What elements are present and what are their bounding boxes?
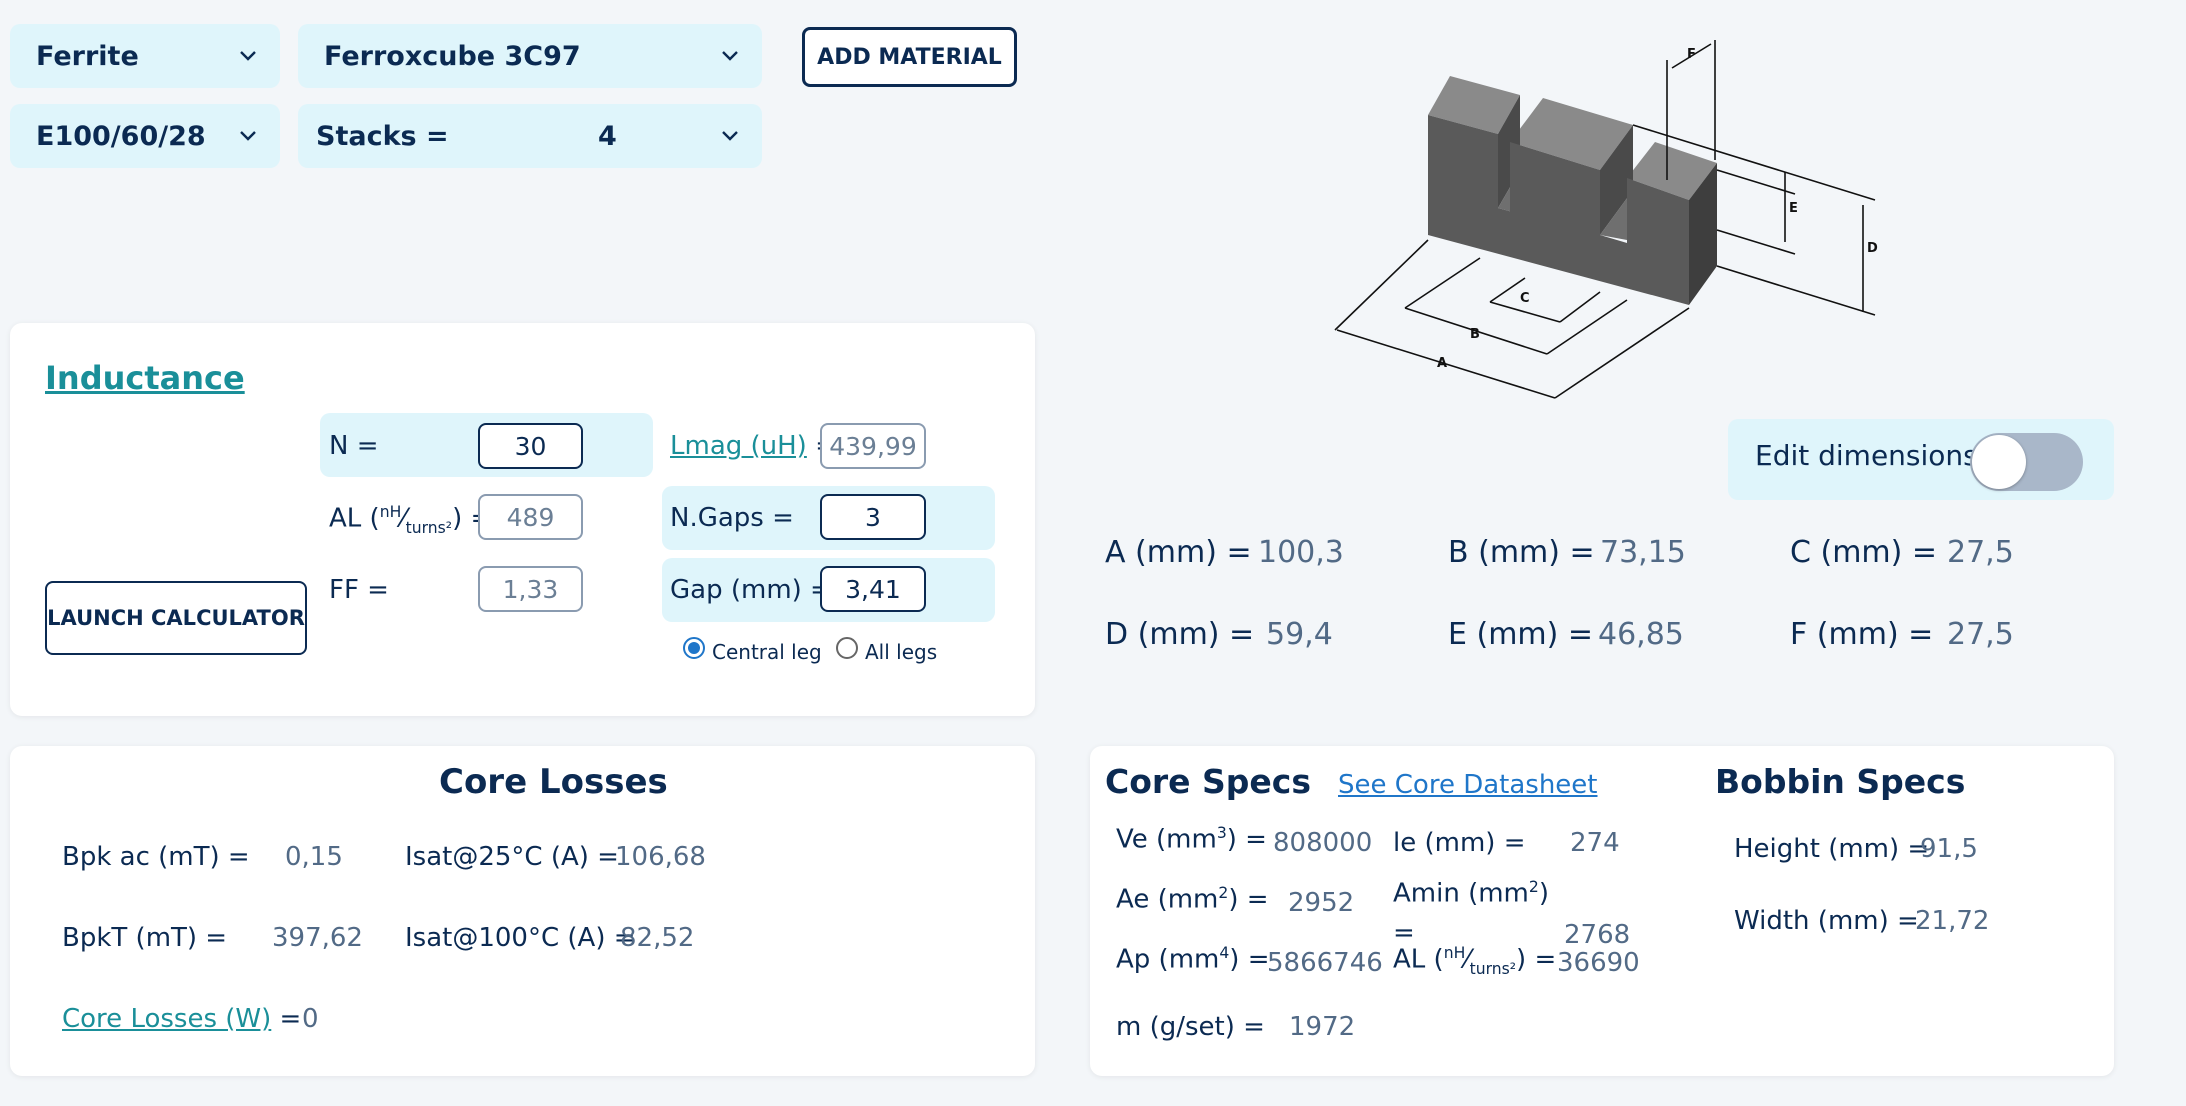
bpk-ac-value: 0,15 <box>285 842 343 872</box>
bobbin-specs-title: Bobbin Specs <box>1715 762 1966 801</box>
core-losses-title: Core Losses <box>439 762 668 802</box>
isat100-label: Isat@100°C (A) = <box>405 923 636 953</box>
bobbin-height-value: 91,5 <box>1920 834 1978 864</box>
launch-calculator-button[interactable]: LAUNCH CALCULATOR <box>45 581 307 655</box>
ve-value: 808000 <box>1273 828 1373 858</box>
e-core-shape <box>1428 76 1717 305</box>
isat25-value: 106,68 <box>615 842 706 872</box>
core-specs-title: Core Specs <box>1105 762 1312 801</box>
ae-value: 2952 <box>1288 888 1355 918</box>
isat100-value: 82,52 <box>620 923 695 953</box>
diagram-label-a: A <box>1437 356 1447 371</box>
material-type-select[interactable]: Ferrite <box>10 24 280 88</box>
ap-value: 5866746 <box>1267 948 1383 978</box>
shape-select[interactable]: E100/60/28 <box>10 104 280 168</box>
specs-card: Core Specs See Core Datasheet Ve (mm3) =… <box>1090 746 2114 1076</box>
dim-a-label: A (mm) = <box>1105 535 1252 570</box>
ff-input[interactable]: 1,33 <box>478 566 583 612</box>
m-value: 1972 <box>1289 1012 1356 1042</box>
all-legs-radio[interactable] <box>836 637 858 659</box>
e-core-diagram: A B C D E F <box>1334 40 1878 399</box>
diagram-label-e: E <box>1789 201 1798 216</box>
ngaps-input[interactable]: 3 <box>820 494 926 540</box>
edit-dimensions-toggle[interactable] <box>1970 433 2083 491</box>
lmag-output: 439,99 <box>820 423 926 469</box>
lmag-label: Lmag (uH) = <box>670 431 837 461</box>
edit-dimensions-label: Edit dimensions <box>1755 439 1978 472</box>
core-al-label: AL (nH⁄turns²) = <box>1393 944 1557 978</box>
dim-c-value: 27,5 <box>1947 535 2014 570</box>
central-leg-label: Central leg <box>712 640 822 664</box>
dimension-lines <box>1334 40 1876 399</box>
shape-value: E100/60/28 <box>36 120 206 152</box>
chevron-down-icon <box>240 51 256 61</box>
inductance-title-link[interactable]: Inductance <box>45 359 245 397</box>
dim-f-value: 27,5 <box>1947 617 2014 652</box>
dimension-labels: A B C D E F <box>1437 47 1878 371</box>
bpk-ac-label: Bpk ac (mT) = <box>62 842 250 872</box>
dim-e-value: 46,85 <box>1598 617 1684 652</box>
dim-d-value: 59,4 <box>1266 617 1333 652</box>
inductance-card: Inductance N = 30 AL (nH⁄turns²) = 489 F… <box>10 323 1035 716</box>
diagram-label-d: D <box>1867 241 1878 256</box>
all-legs-label: All legs <box>865 640 938 664</box>
ngaps-label: N.Gaps = <box>670 503 794 533</box>
dim-f-label: F (mm) = <box>1790 617 1934 652</box>
bobbin-height-label: Height (mm) = <box>1734 834 1930 864</box>
core-losses-link[interactable]: Core Losses (W) <box>62 1004 272 1034</box>
le-label: le (mm) = <box>1393 828 1526 858</box>
al-label: AL (nH⁄turns²) = <box>329 503 493 537</box>
edit-dimensions-panel: Edit dimensions <box>1728 419 2114 500</box>
amin-value: 2768 <box>1564 920 1631 950</box>
ae-label: Ae (mm2) = <box>1116 884 1269 915</box>
stacks-value: 4 <box>598 120 617 152</box>
gap-input[interactable]: 3,41 <box>820 566 926 612</box>
dim-b-value: 73,15 <box>1600 535 1686 570</box>
bobbin-width-label: Width (mm) = <box>1734 906 1919 936</box>
toggle-knob <box>1972 435 2026 489</box>
gap-label: Gap (mm) = <box>670 575 832 605</box>
chevron-down-icon <box>722 131 738 141</box>
amin-equals: = <box>1393 918 1415 948</box>
m-label: m (g/set) = <box>1116 1012 1265 1042</box>
chevron-down-icon <box>722 51 738 61</box>
ve-label: Ve (mm3) = <box>1116 824 1267 855</box>
n-label: N = <box>329 431 379 461</box>
core-losses-value: 0 <box>302 1004 319 1034</box>
bpkt-label: BpkT (mT) = <box>62 923 228 953</box>
central-leg-radio[interactable] <box>683 637 705 659</box>
amin-label: Amin (mm2) <box>1393 878 1549 909</box>
core-losses-card: Core Losses Bpk ac (mT) = 0,15 Isat@25°C… <box>10 746 1035 1076</box>
chevron-down-icon <box>240 131 256 141</box>
stacks-select[interactable]: Stacks = 4 <box>298 104 762 168</box>
isat25-label: Isat@25°C (A) = <box>405 842 619 872</box>
material-type-value: Ferrite <box>36 40 139 72</box>
n-input[interactable]: 30 <box>478 423 583 469</box>
ap-label: Ap (mm4) = <box>1116 944 1270 975</box>
diagram-label-b: B <box>1470 327 1480 342</box>
dim-c-label: C (mm) = <box>1790 535 1938 570</box>
core-datasheet-link[interactable]: See Core Datasheet <box>1338 770 1598 800</box>
dim-d-label: D (mm) = <box>1105 617 1255 652</box>
material-select[interactable]: Ferroxcube 3C97 <box>298 24 762 88</box>
core-al-value: 36690 <box>1557 948 1640 978</box>
add-material-button[interactable]: ADD MATERIAL <box>802 27 1017 87</box>
lmag-link[interactable]: Lmag (uH) <box>670 431 807 461</box>
le-value: 274 <box>1570 828 1620 858</box>
bobbin-width-value: 21,72 <box>1915 906 1990 936</box>
dim-e-label: E (mm) = <box>1448 617 1594 652</box>
stacks-label: Stacks = <box>316 120 449 152</box>
dim-b-label: B (mm) = <box>1448 535 1595 570</box>
diagram-label-f: F <box>1687 47 1696 62</box>
core-losses-label: Core Losses (W) = <box>62 1004 302 1034</box>
material-value: Ferroxcube 3C97 <box>324 40 581 72</box>
diagram-label-c: C <box>1520 291 1530 306</box>
bpkt-value: 397,62 <box>272 923 363 953</box>
al-input[interactable]: 489 <box>478 494 583 540</box>
ff-label: FF = <box>329 575 389 605</box>
dim-a-value: 100,3 <box>1258 535 1344 570</box>
